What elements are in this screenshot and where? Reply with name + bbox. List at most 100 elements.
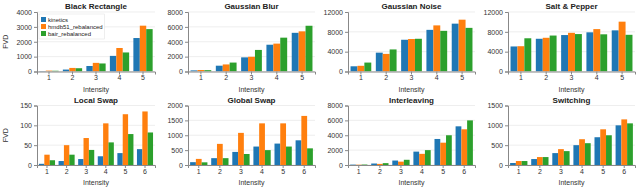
- y-axis: 04000800012000: [324, 9, 349, 76]
- tick-label: 5: [300, 74, 304, 81]
- tick: 5: [300, 72, 304, 82]
- bar: [434, 139, 440, 165]
- bar: [356, 164, 362, 165]
- tick-mark: [34, 57, 37, 58]
- title: Switching: [553, 96, 591, 105]
- tick-label: 1: [45, 168, 49, 175]
- bar: [123, 114, 128, 165]
- tick-label: 3: [399, 168, 403, 175]
- tick: 6: [143, 165, 147, 175]
- tick-mark: [185, 150, 188, 151]
- tick-label: 0: [28, 68, 32, 75]
- bar: [108, 142, 113, 165]
- bar: [573, 145, 579, 165]
- tick-label: 1500: [487, 102, 503, 109]
- title: Global Swap: [227, 96, 275, 105]
- axis-line: [505, 13, 509, 73]
- grid: [508, 106, 635, 166]
- bar: [398, 162, 404, 165]
- y-axis: 04000800012000: [484, 9, 509, 76]
- bar: [84, 138, 89, 165]
- tick-label: 4: [435, 74, 439, 81]
- bar: [248, 57, 255, 72]
- tick: 1500: [167, 117, 188, 124]
- bar: [274, 144, 280, 165]
- tick-label: 3: [410, 74, 414, 81]
- bar: [543, 38, 550, 72]
- tick: 1: [517, 165, 521, 175]
- tick-mark: [345, 72, 348, 73]
- bar: [301, 116, 307, 165]
- bar: [593, 29, 600, 71]
- bar: [273, 44, 280, 72]
- tick-label: 5: [123, 168, 127, 175]
- tick-label: 0: [339, 68, 343, 75]
- tick: 2: [538, 165, 542, 175]
- bar: [619, 22, 626, 72]
- legend-swatch: [41, 31, 46, 36]
- grid-line: [508, 105, 635, 106]
- tick-label: 5: [601, 168, 605, 175]
- grid-line: [188, 135, 315, 136]
- tick-mark: [34, 106, 37, 107]
- tick-label: 2: [65, 168, 69, 175]
- tick: 8000: [487, 29, 508, 36]
- grid-line: [37, 145, 155, 146]
- legend-label: kinetics: [48, 17, 68, 23]
- grid-line: [188, 120, 315, 121]
- bar: [371, 164, 377, 165]
- title: Local Swap: [74, 96, 118, 105]
- legend-box: [39, 14, 105, 39]
- tick: 3: [399, 165, 403, 175]
- bar: [286, 147, 292, 165]
- tick: 2: [224, 72, 228, 82]
- bar: [511, 46, 518, 71]
- tick-label: 4: [260, 168, 264, 175]
- tick-mark: [185, 135, 188, 136]
- bar: [238, 133, 244, 165]
- tick: 0: [339, 162, 348, 169]
- tick-mark: [505, 165, 508, 166]
- bar: [140, 26, 146, 72]
- bar: [419, 154, 425, 165]
- tick: 4000: [487, 48, 508, 55]
- bar: [63, 70, 69, 72]
- bar: [76, 68, 82, 71]
- bar: [456, 126, 462, 165]
- tick-label: 4000: [167, 38, 183, 45]
- bar: [586, 32, 593, 71]
- bar: [93, 63, 99, 72]
- bar: [452, 24, 459, 72]
- tick-mark: [185, 27, 188, 28]
- grid-line: [37, 12, 155, 13]
- bar: [536, 39, 543, 72]
- tick: 50: [24, 142, 37, 149]
- tick: 3: [239, 165, 243, 175]
- tick-mark: [34, 145, 37, 146]
- tick-label: 5: [460, 74, 464, 81]
- bar: [99, 63, 105, 71]
- bar: [259, 123, 265, 165]
- tick: 2000: [327, 147, 348, 154]
- bar: [217, 144, 223, 165]
- bar: [280, 123, 286, 165]
- bar: [433, 25, 440, 71]
- tick: 4: [595, 72, 599, 82]
- bar: [552, 153, 558, 165]
- bar: [204, 70, 211, 71]
- tick: 3000: [16, 24, 37, 31]
- bar: [383, 163, 389, 165]
- tick-mark: [34, 12, 37, 13]
- axis-line: [38, 166, 156, 169]
- grid-line: [37, 105, 155, 106]
- bar: [390, 49, 397, 71]
- bar: [466, 28, 473, 72]
- grid: [188, 106, 315, 166]
- tick-label: 1500: [167, 117, 183, 124]
- tick-label: 2000: [327, 147, 343, 154]
- series: [191, 33, 299, 72]
- tick-mark: [505, 125, 508, 126]
- axis-line: [185, 13, 189, 73]
- tick: 2000: [167, 102, 188, 109]
- tick-label: 0: [339, 162, 343, 169]
